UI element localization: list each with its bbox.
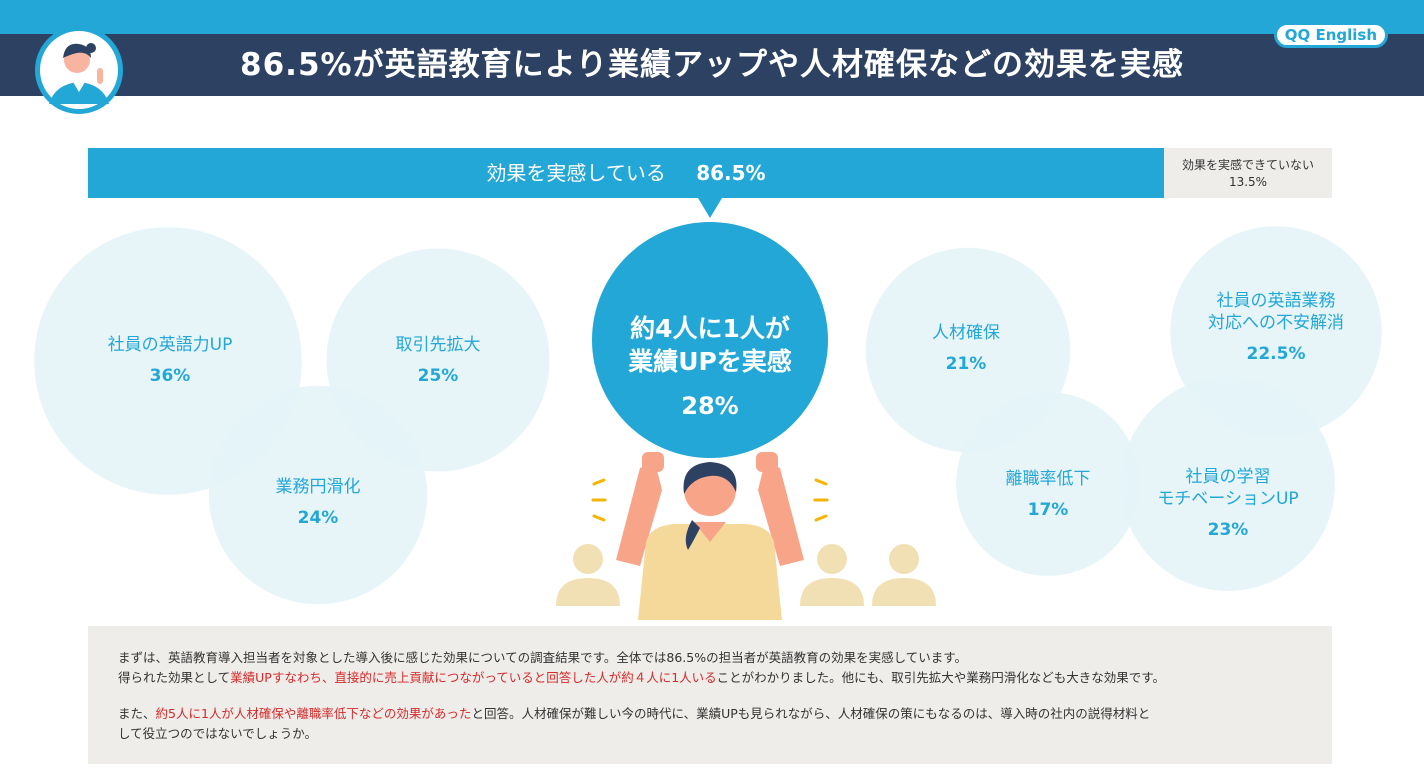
positive-label: 効果を実感している	[486, 161, 666, 185]
description-p2-post: ことがわかりました。他にも、取引先拡大や業務円滑化なども大きな効果です。	[716, 670, 1166, 685]
bubble-smooth-operations-value: 24%	[297, 508, 339, 528]
brand-logo: QQ English	[1273, 22, 1388, 48]
description-paragraph-2: 得られた効果として業績UPすなわち、直接的に売上貢献につながっていると回答した人…	[118, 668, 1302, 688]
bubble-mark-smooth-operations	[208, 385, 428, 605]
description-paragraph-3: また、約5人に1人が人材確保や離職率低下などの効果があったと回答。人材確保が難し…	[118, 704, 1302, 724]
bubble-english-skill-value: 36%	[149, 366, 191, 386]
bubble-client-expansion: 取引先拡大 25%	[338, 334, 538, 387]
presenter-avatar-icon	[35, 26, 123, 114]
bubble-turnover-name: 離職率低下	[1005, 469, 1091, 489]
description-p3-highlight: 約5人に1人が人材確保や離職率低下などの効果があった	[155, 706, 472, 721]
bubble-mark-motivation	[1121, 377, 1335, 591]
description-panel: まずは、英語教育導入担当者を対象とした導入後に感じた効果についての調査結果です。…	[88, 626, 1332, 764]
bubble-anxiety-relief-value: 22.5%	[1246, 344, 1306, 364]
effects-bubble-chart	[34, 222, 1382, 620]
description-p3-post: と回答。人材確保が難しい今の時代に、業績UPも見られながら、人材確保の策にもなる…	[471, 706, 1151, 721]
bar-pointer	[698, 198, 722, 218]
description-paragraph-1: まずは、英語教育導入担当者を対象とした導入後に感じた効果についての調査結果です。…	[118, 650, 967, 665]
bubble-mark-turnover	[956, 392, 1140, 576]
title-band	[0, 34, 1424, 96]
bubble-talent-acquisition-name: 人材確保	[932, 323, 1000, 343]
bubble-client-expansion-value: 25%	[417, 366, 459, 386]
celebrating-person-illustration	[556, 452, 936, 620]
description-p2-highlight: 業績UPすなわち、直接的に売上貢献につながっていると回答した人が約４人に1人いる	[230, 670, 717, 685]
bubble-motivation: 社員の学習 モチベーションUP 23%	[1118, 466, 1338, 541]
bubble-motivation-value: 23%	[1207, 520, 1249, 540]
bubble-talent-acquisition: 人材確保 21%	[866, 322, 1066, 375]
bubble-performance-value: 28%	[681, 392, 739, 420]
bubble-mark-performance	[592, 222, 828, 458]
bubbles-layer	[34, 222, 1382, 605]
bubble-anxiety-relief-line1: 社員の英語業務	[1216, 291, 1336, 311]
positive-share-bar	[88, 148, 1164, 198]
bubble-turnover-value: 17%	[1027, 500, 1069, 520]
bubble-anxiety-relief-line2: 対応への不安解消	[1208, 313, 1344, 333]
negative-share-bar: 効果を実感できていない 13.5%	[1164, 148, 1332, 198]
bubble-motivation-line2: モチベーションUP	[1157, 489, 1299, 509]
positive-value: 86.5%	[696, 161, 766, 185]
bubble-smooth-operations: 業務円滑化 24%	[218, 476, 418, 529]
bubble-performance-line1: 約4人に1人が	[630, 314, 790, 343]
bubble-anxiety-relief: 社員の英語業務 対応への不安解消 22.5%	[1166, 290, 1386, 365]
description-paragraph-4: して役立つのではないでしょうか。	[118, 726, 318, 741]
description-p3-pre: また、	[118, 706, 156, 721]
bubble-performance: 約4人に1人が 業績UPを実感 28%	[592, 312, 828, 420]
positive-share-text: 効果を実感している 86.5%	[88, 148, 1164, 198]
top-stripe	[0, 0, 1424, 34]
bubble-turnover: 離職率低下 17%	[948, 468, 1148, 521]
bubble-english-skill: 社員の英語力UP 36%	[70, 334, 270, 387]
bubble-smooth-operations-name: 業務円滑化	[275, 477, 361, 497]
bubble-performance-line2: 業績UPを実感	[628, 347, 792, 376]
bubble-talent-acquisition-value: 21%	[945, 354, 987, 374]
negative-label: 効果を実感できていない	[1181, 158, 1314, 172]
bubble-client-expansion-name: 取引先拡大	[395, 335, 481, 355]
page-title: 86.5%が英語教育により業績アップや人材確保などの効果を実感	[240, 47, 1184, 83]
bubble-english-skill-name: 社員の英語力UP	[107, 335, 233, 355]
negative-value: 13.5%	[1228, 175, 1268, 189]
bubble-motivation-line1: 社員の学習	[1185, 467, 1271, 487]
description-p2-pre: 得られた効果として	[118, 670, 231, 685]
